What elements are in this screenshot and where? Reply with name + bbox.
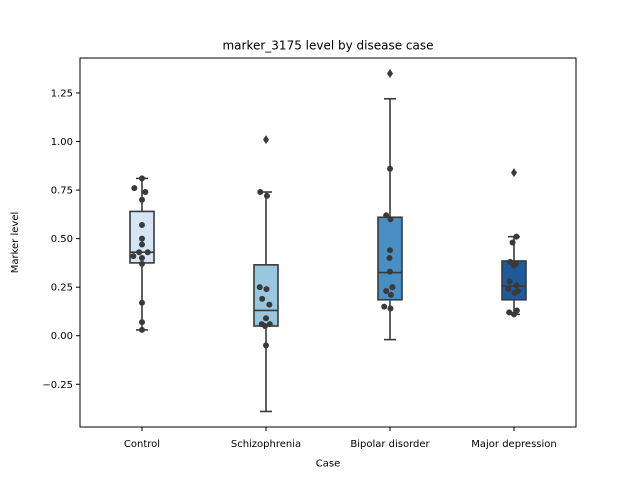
data-point [266,301,273,308]
data-point [263,286,270,293]
data-point [389,284,396,291]
data-point [387,216,394,223]
data-point [266,321,273,328]
data-point [263,192,270,199]
data-point [511,262,517,269]
data-point [513,282,520,289]
data-point [387,305,394,312]
data-point [387,247,393,254]
plot-frame [79,57,577,428]
data-point [139,260,145,267]
data-point [513,307,520,314]
x-axis: Control Schizophrenia Bipolar disorder Majo… [124,427,557,450]
outlier-marker [511,168,517,178]
data-point [387,165,393,172]
data-point [139,326,145,333]
data-point [257,189,264,196]
data-point [386,255,393,262]
data-point [136,249,143,256]
y-tick-label: 0.50 [51,234,73,245]
y-tick-label: 0.75 [51,186,73,197]
data-point [131,185,138,192]
data-point [505,286,512,293]
data-point [259,295,266,302]
data-point [139,241,145,248]
data-point [263,315,269,322]
x-tick-label: Schizophrenia [231,439,301,450]
plot-area [80,58,576,427]
y-axis-label: Marker level [10,212,21,274]
data-point [506,309,513,316]
data-point [262,323,269,330]
data-point [139,222,145,229]
data-point [387,268,393,275]
points-layer [130,165,521,349]
outlier-marker [387,69,393,79]
data-point [513,233,520,240]
data-point [383,212,390,219]
y-tick-label: 1.00 [51,137,73,148]
data-point [381,303,388,310]
data-point [387,291,394,298]
chart-title: marker_3175 level by disease case [222,39,433,53]
y-tick-label: −0.25 [42,380,73,391]
data-point [509,239,516,246]
data-point [144,249,151,256]
data-point [139,299,145,306]
x-tick-label: Major depression [471,439,557,450]
outlier-marker [263,135,269,145]
data-point [139,235,145,242]
x-tick-label: Control [124,439,160,450]
data-point [256,284,263,291]
y-tick-label: 1.25 [51,88,73,99]
data-point [139,175,145,182]
data-point [506,278,513,285]
y-tick-label: 0.00 [51,331,73,342]
y-axis: −0.25 0.00 0.25 0.50 0.75 1.00 1.25 [42,88,80,391]
x-tick-label: Bipolar disorder [350,439,430,450]
data-point [383,288,390,295]
x-axis-label: Case [316,459,340,470]
data-point [139,319,145,326]
data-point [507,258,514,265]
data-point [130,253,137,260]
data-point [263,342,269,349]
data-point [514,288,521,295]
y-tick-label: 0.25 [51,283,73,294]
data-point [142,189,149,196]
box-group-1 [253,135,279,413]
data-point [139,255,145,262]
data-point [139,196,145,203]
